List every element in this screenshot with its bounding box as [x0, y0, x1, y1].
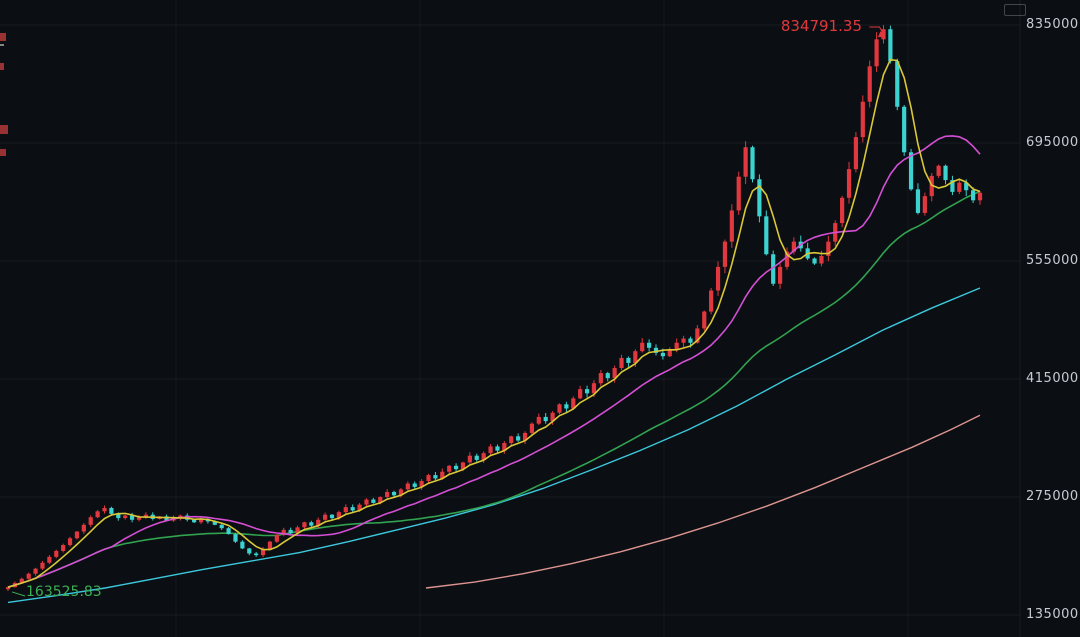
mini-toolbar-box — [1004, 4, 1026, 16]
ma-mid-line — [7, 135, 981, 588]
ma-slow-line — [7, 190, 981, 588]
low-price-label: 163525.83 — [26, 584, 102, 600]
high-price-label: 834791.35 — [780, 17, 862, 35]
ma-longest-line — [425, 414, 981, 589]
low-pointer — [11, 591, 26, 597]
grid — [0, 0, 1021, 637]
high-pointer — [869, 26, 885, 38]
ma-long-line — [7, 287, 981, 604]
ma-fast-line — [7, 58, 981, 588]
candles — [5, 25, 983, 591]
left-edge-artifacts — [0, 33, 8, 156]
